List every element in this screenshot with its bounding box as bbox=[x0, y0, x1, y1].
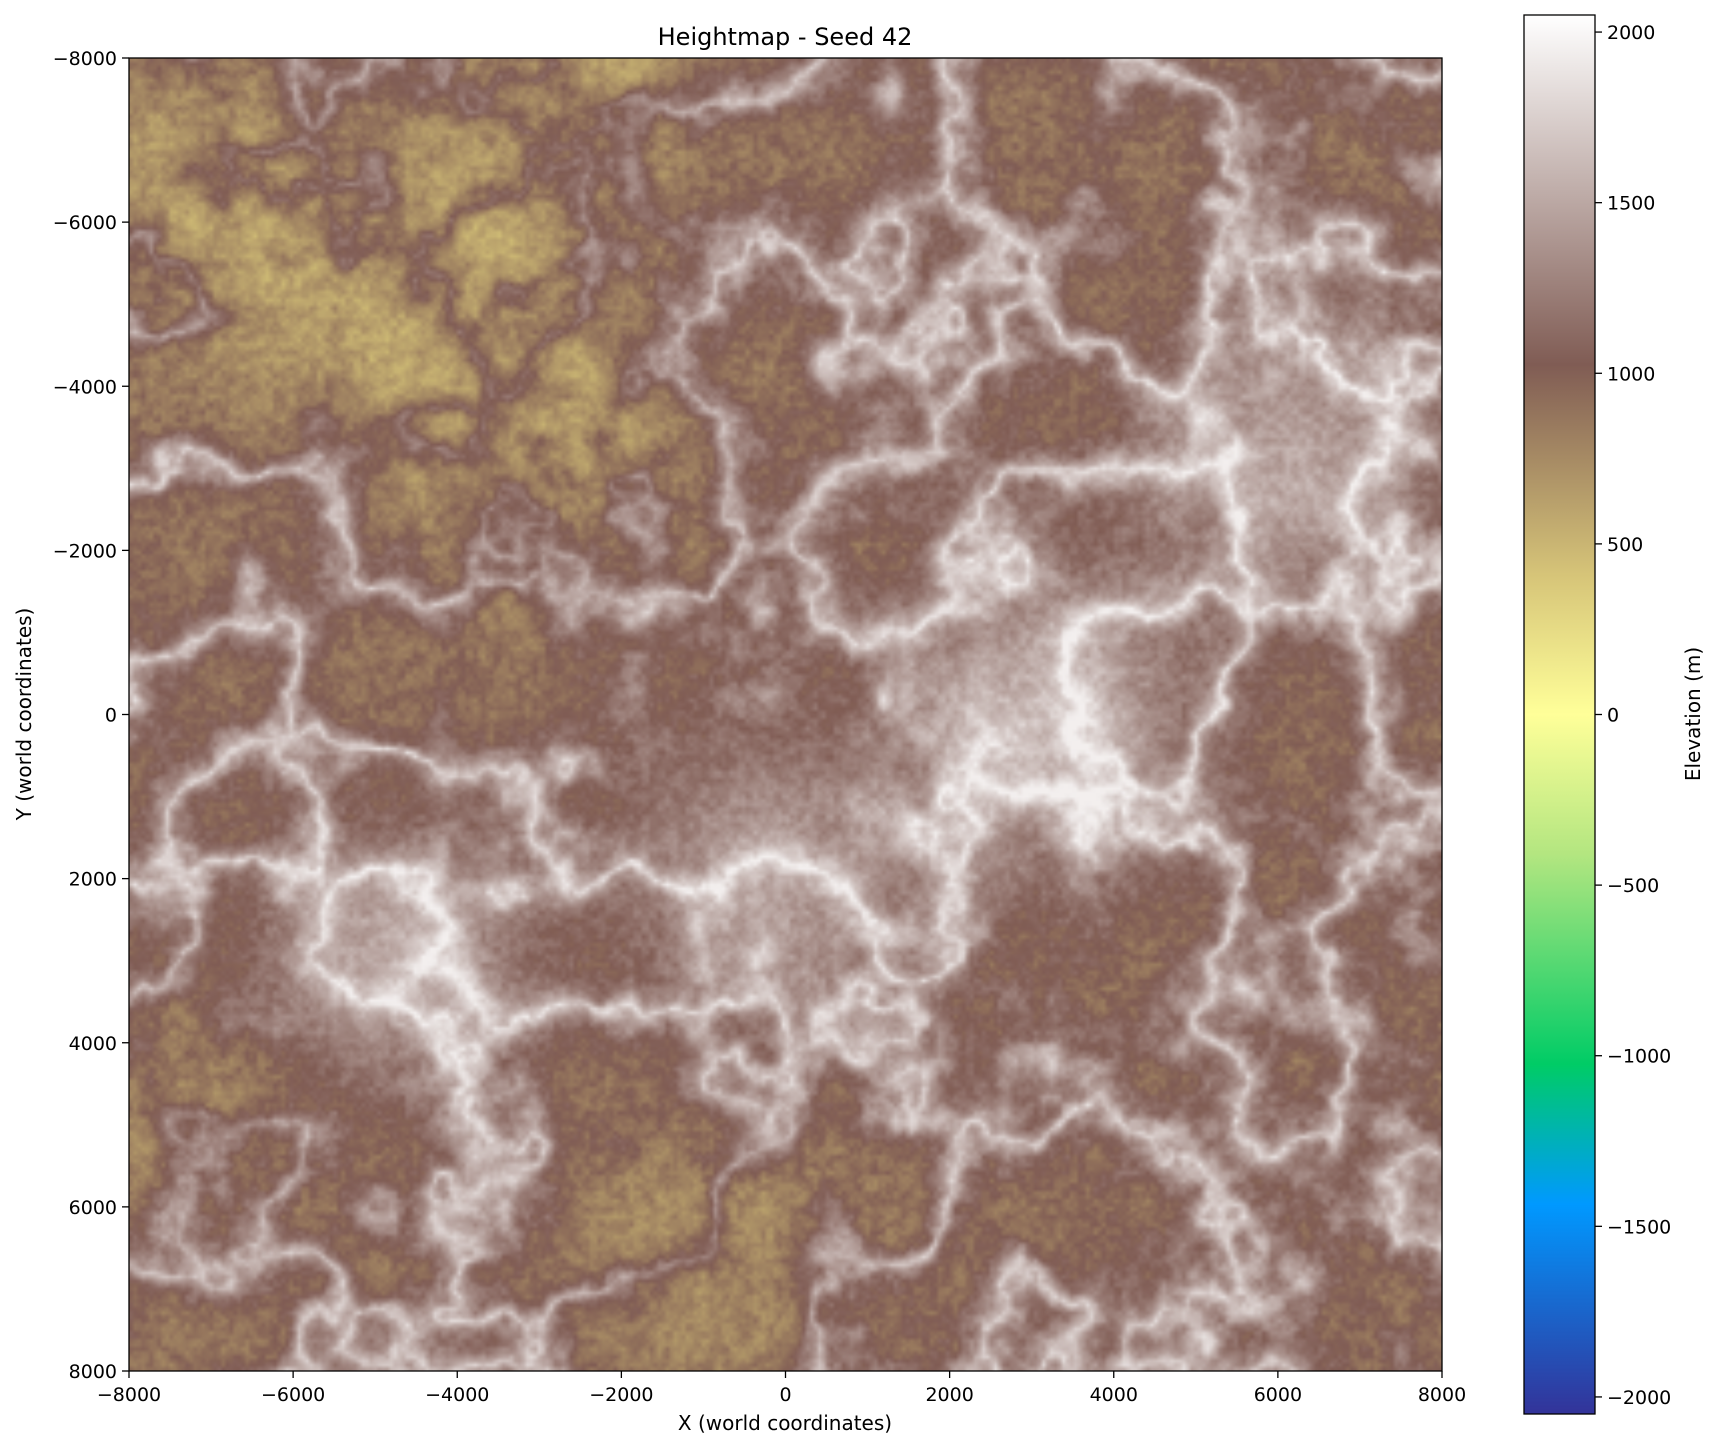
colorbar-tick-label: 1000 bbox=[1607, 363, 1655, 385]
colorbar-tick-label: 2000 bbox=[1607, 22, 1655, 44]
colorbar: −2000 −1500 −1000 −500 0 500 1000 1500 2000 Elev… bbox=[1523, 14, 1705, 1415]
x-tick-label: −2000 bbox=[589, 1384, 653, 1406]
colorbar-tick-label: −1500 bbox=[1607, 1216, 1671, 1238]
y-axis-label: Y (world coordinates) bbox=[12, 608, 36, 822]
colorbar-ticks: −2000 −1500 −1000 −500 0 500 1000 1500 2000 bbox=[1595, 22, 1671, 1409]
colorbar-label: Elevation (m) bbox=[1681, 647, 1705, 781]
x-tick-label: 4000 bbox=[1090, 1384, 1138, 1406]
x-tick-label: 2000 bbox=[925, 1384, 973, 1406]
x-tick-label: −8000 bbox=[97, 1384, 161, 1406]
y-tick-label: −8000 bbox=[53, 48, 117, 70]
y-tick-label: −4000 bbox=[53, 376, 117, 398]
colorbar-tick-label: −500 bbox=[1607, 875, 1659, 897]
x-axis-ticks: −8000 −6000 −4000 −2000 0 2000 4000 6000 8000 bbox=[97, 1371, 1466, 1406]
colorbar-tick-label: −1000 bbox=[1607, 1046, 1671, 1068]
colorbar-gradient bbox=[1523, 14, 1596, 1415]
colorbar-tick-label: 0 bbox=[1607, 705, 1619, 727]
y-tick-label: 4000 bbox=[69, 1033, 117, 1055]
colorbar-tick-label: 1500 bbox=[1607, 193, 1655, 215]
y-tick-label: −6000 bbox=[53, 212, 117, 234]
x-tick-label: 8000 bbox=[1418, 1384, 1466, 1406]
y-axis-ticks: −8000 −6000 −4000 −2000 0 2000 4000 6000 8000 bbox=[53, 48, 129, 1383]
heatmap-image bbox=[129, 58, 1442, 1371]
x-axis-label: X (world coordinates) bbox=[678, 1411, 892, 1435]
y-tick-label: −2000 bbox=[53, 540, 117, 562]
x-tick-label: −6000 bbox=[261, 1384, 325, 1406]
colorbar-tick-label: 500 bbox=[1607, 534, 1643, 556]
x-tick-label: −4000 bbox=[425, 1384, 489, 1406]
chart-title: Heightmap - Seed 42 bbox=[658, 23, 913, 51]
colorbar-tick-label: −2000 bbox=[1607, 1387, 1671, 1409]
x-tick-label: 6000 bbox=[1254, 1384, 1302, 1406]
y-tick-label: 6000 bbox=[69, 1197, 117, 1219]
y-tick-label: 2000 bbox=[69, 869, 117, 891]
x-tick-label: 0 bbox=[779, 1384, 791, 1406]
plot-area bbox=[128, 57, 1443, 1372]
heatmap-raster bbox=[129, 58, 1442, 1371]
y-tick-label: 8000 bbox=[69, 1361, 117, 1383]
y-tick-label: 0 bbox=[105, 705, 117, 727]
